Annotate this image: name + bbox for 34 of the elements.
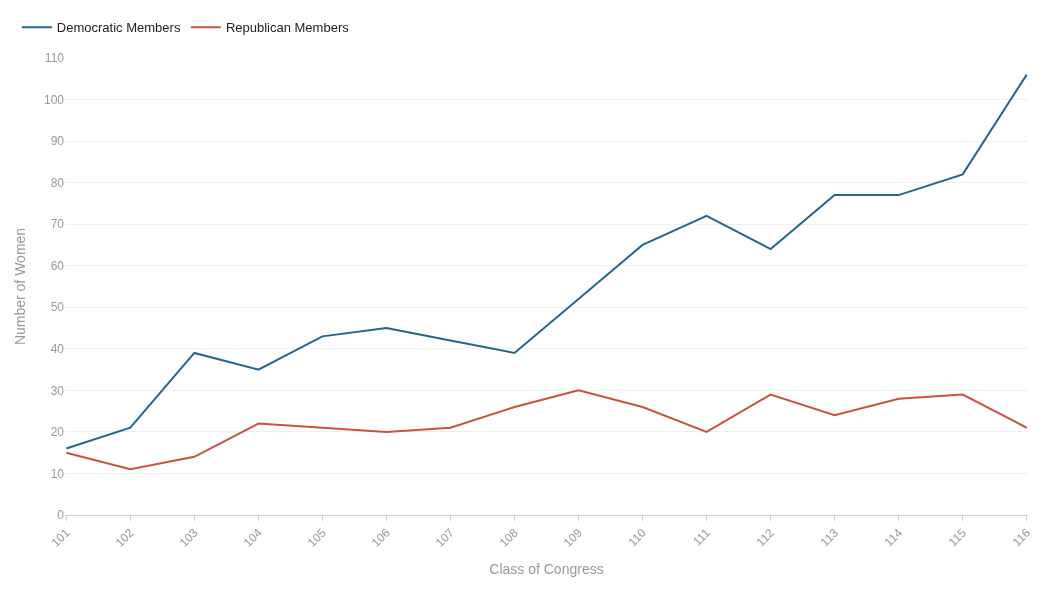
x-tick-label: 105	[304, 525, 329, 550]
y-tick-label: 90	[50, 134, 65, 149]
legend-label: Democratic Members	[56, 20, 181, 36]
y-tick-label: 70	[50, 217, 65, 232]
x-tick-label: 101	[48, 525, 73, 550]
x-tick-label: 102	[112, 525, 137, 550]
x-tick-label: 110	[625, 525, 650, 550]
y-tick-label: 80	[50, 175, 65, 190]
y-tick-label: 0	[57, 508, 65, 523]
y-tick-label: 30	[50, 383, 65, 398]
x-tick-label: 112	[753, 525, 778, 550]
x-tick-label: 104	[240, 525, 265, 550]
y-tick-label: 10	[50, 466, 65, 481]
x-axis-title: Class of Congress	[489, 561, 604, 578]
x-tick-label: 113	[817, 525, 842, 550]
x-tick-label: 115	[945, 525, 970, 550]
y-tick-label: 100	[43, 92, 65, 107]
y-tick-label: 20	[50, 425, 65, 440]
x-tick-label: 116	[1009, 525, 1034, 550]
y-tick-label: 110	[44, 51, 65, 66]
x-tick-label: 108	[496, 525, 522, 550]
y-tick-label: 60	[50, 258, 65, 273]
x-tick-label: 103	[176, 525, 201, 550]
x-tick-label: 111	[690, 525, 714, 549]
line-series	[65, 389, 1028, 471]
line-series	[65, 73, 1028, 450]
y-tick-label: 50	[50, 300, 65, 315]
x-tick-label: 109	[560, 525, 586, 550]
legend-label: Republican Members	[225, 20, 350, 36]
y-tick-label: 40	[50, 342, 65, 357]
x-tick-label: 107	[432, 525, 458, 550]
x-tick-label: 106	[368, 525, 394, 550]
y-axis-title: Number of Women	[11, 227, 28, 346]
x-tick-label: 114	[881, 525, 906, 550]
